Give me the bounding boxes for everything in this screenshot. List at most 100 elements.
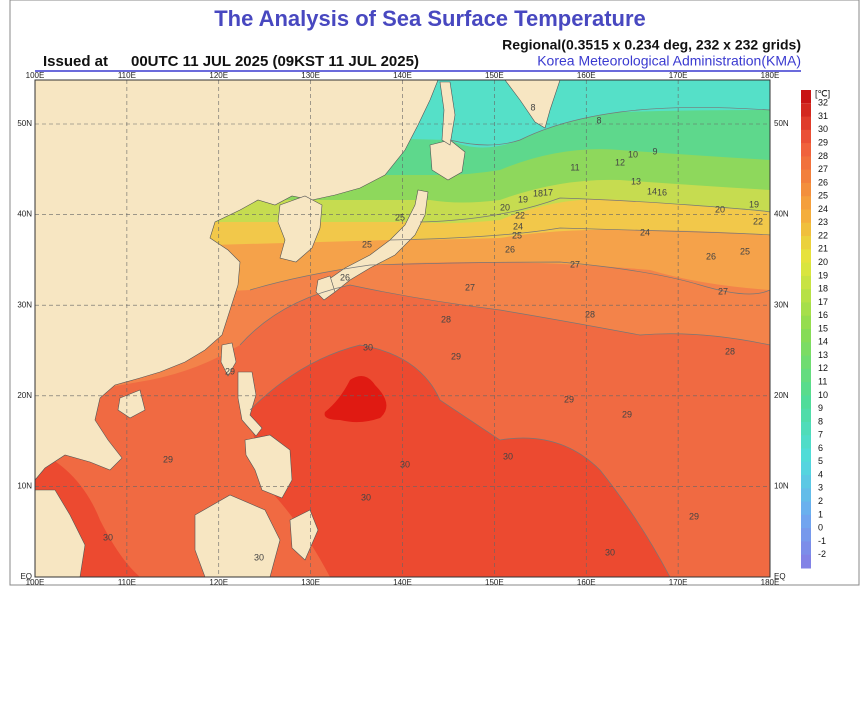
colorbar-cap	[801, 90, 811, 104]
contour-label: 17	[543, 187, 553, 197]
colorbar-cell	[801, 475, 811, 489]
contour-label: 29	[689, 511, 699, 521]
colorbar-cell	[801, 435, 811, 449]
contour-label: 25	[740, 246, 750, 256]
lat-label-right: 50N	[774, 119, 789, 128]
lat-label-right: 10N	[774, 482, 789, 491]
colorbar-tick: 15	[818, 323, 828, 333]
colorbar-cell	[801, 103, 811, 118]
contour-label: 26	[505, 244, 515, 254]
colorbar-tick: 11	[818, 376, 827, 386]
colorbar-tick: -1	[818, 536, 826, 546]
lon-label-bottom: 140E	[393, 578, 412, 587]
colorbar-tick: 28	[818, 151, 828, 161]
colorbar-tick: 32	[818, 98, 828, 108]
lon-label-bottom: 130E	[301, 578, 320, 587]
sst-31	[324, 376, 387, 423]
colorbar-cell	[801, 448, 811, 463]
colorbar-tick: 10	[818, 390, 828, 400]
contour-label: 8	[596, 115, 601, 125]
colorbar-tick: 20	[818, 257, 828, 267]
lat-label-left: 20N	[17, 391, 32, 400]
colorbar-tick: 9	[818, 403, 823, 413]
colorbar-cell	[801, 236, 811, 250]
contour-label: 24	[640, 227, 650, 237]
contour-label: 30	[605, 547, 615, 557]
contour-label: 25	[362, 239, 372, 249]
contour-label: 30	[503, 451, 513, 461]
colorbar-cell	[801, 395, 811, 410]
contour-label: 26	[340, 272, 350, 282]
contour-label: 28	[725, 346, 735, 356]
colorbar-cell	[801, 196, 811, 210]
lon-label-top: 100E	[26, 71, 45, 80]
grid-info: Regional(0.3515 x 0.234 deg, 232 x 232 g…	[502, 37, 801, 53]
colorbar-cell	[801, 329, 811, 343]
contour-label: 18	[533, 188, 543, 198]
colorbar-cell	[801, 249, 811, 264]
colorbar-cell	[801, 182, 811, 197]
colorbar-tick: 14	[818, 337, 828, 347]
lat-label-left: 30N	[17, 300, 32, 309]
contour-label: 29	[451, 351, 461, 361]
colorbar-tick: 17	[818, 297, 828, 307]
contour-label: 29	[163, 454, 173, 464]
colorbar-cell	[801, 289, 811, 303]
contour-label: 26	[706, 251, 716, 261]
colorbar-cell	[801, 501, 811, 516]
lat-label-right: EQ	[774, 572, 786, 581]
lon-label-top: 180E	[761, 71, 780, 80]
lat-label-right: 40N	[774, 210, 789, 219]
colorbar-cell	[801, 143, 811, 157]
map-border	[34, 79, 771, 578]
colorbar-tick: 22	[818, 230, 828, 240]
colorbar-cell	[801, 116, 811, 131]
colorbar-cell	[801, 156, 811, 171]
contour-label: 30	[254, 552, 264, 562]
colorbar-cell	[801, 488, 811, 503]
colorbar-cell	[801, 129, 811, 144]
colorbar-cell	[801, 262, 811, 277]
colorbar-tick: 31	[818, 111, 828, 121]
colorbar-cell	[801, 342, 811, 357]
colorbar-cell	[801, 421, 811, 436]
lon-label-bottom: 100E	[26, 578, 45, 587]
land	[35, 80, 561, 577]
contour-label: 24	[513, 221, 523, 231]
agency: Korea Meteorological Administration(KMA)	[537, 53, 801, 69]
colorbar-cell	[801, 302, 811, 317]
lat-label-right: 20N	[774, 391, 789, 400]
contour-label: 20	[715, 204, 725, 214]
lon-label-bottom: 180E	[761, 578, 780, 587]
contour-label: 8	[530, 102, 535, 112]
lon-label-bottom: 170E	[669, 578, 688, 587]
colorbar-tick: 19	[818, 270, 828, 280]
lon-label-bottom: 160E	[577, 578, 596, 587]
colorbar-tick: 2	[818, 496, 823, 506]
colorbar-tick: 29	[818, 137, 828, 147]
lon-label-top: 150E	[485, 71, 504, 80]
colorbar-tick: -2	[818, 549, 826, 559]
lon-label-top: 120E	[209, 71, 228, 80]
issued-label: Issued at	[43, 53, 108, 70]
axes: 100E 100E 110E 110E 120E 120E 130E 130E 140E 140E…	[17, 71, 789, 587]
contour-label: 29	[564, 394, 574, 404]
colorbar-cell	[801, 461, 811, 476]
contour-label: 20	[500, 202, 510, 212]
contour-label: 10	[628, 149, 638, 159]
issued-time: 00UTC 11 JUL 2025 (09KST 11 JUL 2025)	[131, 53, 419, 70]
contour-label: 22	[515, 210, 525, 220]
contour-label: 16	[657, 187, 667, 197]
lon-label-top: 160E	[577, 71, 596, 80]
colorbar: [℃]3231302928272625242322212019181716151…	[801, 88, 830, 569]
title: The Analysis of Sea Surface Temperature	[214, 6, 646, 31]
colorbar-tick: 6	[818, 443, 823, 453]
colorbar-cell	[801, 528, 811, 542]
contour-label: 28	[585, 309, 595, 319]
colorbar-cell	[801, 315, 811, 330]
colorbar-tick: 12	[818, 363, 828, 373]
colorbar-tick: 8	[818, 416, 823, 426]
lat-label-left: 40N	[17, 210, 32, 219]
colorbar-cell	[801, 355, 811, 370]
